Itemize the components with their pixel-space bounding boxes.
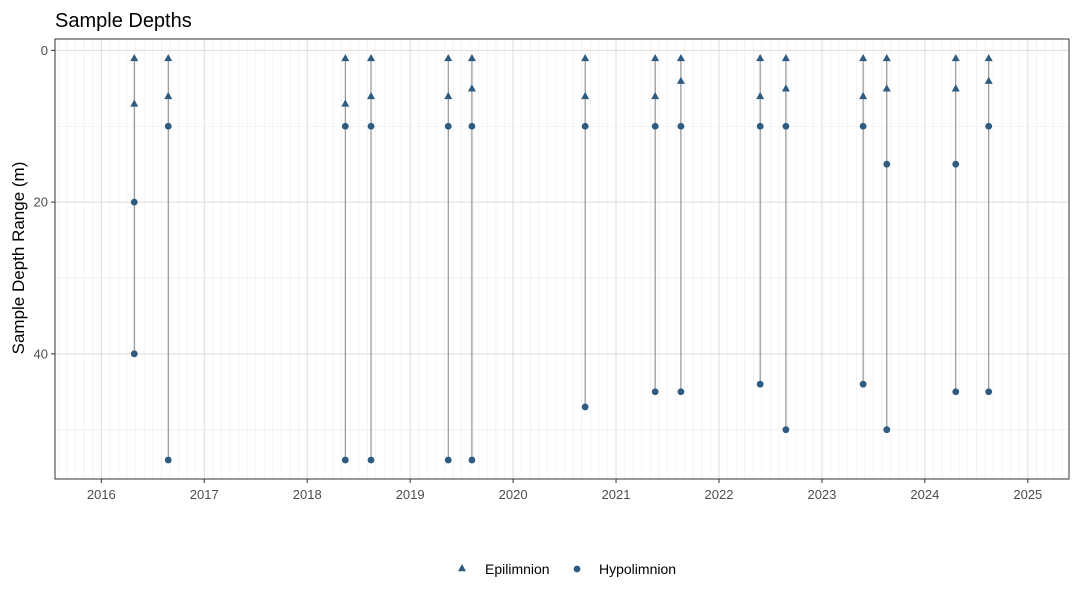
epilimnion-point	[882, 53, 891, 62]
axes: 2016 2017 2018 2019 2020 2021 2022 2023 2024 2025…	[34, 43, 1043, 502]
panel-border	[54, 38, 1070, 480]
x-tick-label: 2025	[1013, 487, 1042, 502]
epilimnion-point	[164, 53, 173, 62]
hypolimnion-point	[756, 122, 764, 130]
y-axis-label: Sample Depth Range (m)	[9, 162, 28, 355]
legend-label-epilimnion: Epilimnion	[485, 561, 550, 577]
hypolimnion-point	[581, 122, 589, 130]
epilimnion-point	[581, 91, 590, 100]
hypolimnion-point	[756, 380, 764, 388]
epilimnion-point	[341, 99, 350, 107]
hypolimnion-point	[164, 456, 172, 464]
hypolimnion-point	[164, 122, 172, 130]
hypolimnion-point	[859, 122, 867, 130]
epilimnion-point	[444, 91, 453, 100]
x-tick-label: 2020	[499, 487, 528, 502]
x-tick-label: 2023	[807, 487, 836, 502]
hypolimnion-point	[677, 122, 685, 130]
x-tick-label: 2022	[705, 487, 734, 502]
legend-key-hypolimnion	[573, 565, 581, 573]
hypolimnion-point	[341, 122, 349, 130]
epilimnion-point	[859, 53, 868, 62]
epilimnion-point	[676, 76, 685, 84]
x-tick-label: 2018	[293, 487, 322, 502]
hypolimnion-point	[367, 456, 375, 464]
epilimnion-point	[367, 91, 376, 100]
epilimnion-point	[367, 53, 376, 62]
hypolimnion-point	[883, 426, 891, 434]
legend-key-epilimnion	[458, 564, 466, 572]
hypolimnion-point	[952, 388, 960, 396]
hypolimnion-point	[468, 122, 476, 130]
hypolimnion-point	[651, 122, 659, 130]
hypolimnion-point	[985, 388, 993, 396]
epilimnion-point	[882, 84, 891, 92]
epilimnion-point	[651, 53, 660, 62]
hypolimnion-point	[341, 456, 349, 464]
legend-label-hypolimnion: Hypolimnion	[599, 561, 676, 577]
legend: Epilimnion Hypolimnion	[458, 561, 676, 577]
epilimnion-point	[951, 53, 960, 62]
epilimnion-point	[951, 84, 960, 92]
x-tick-label: 2016	[87, 487, 116, 502]
epilimnion-point	[781, 53, 790, 62]
epilimnion-point	[756, 53, 765, 62]
epilimnion-point	[581, 53, 590, 62]
hypolimnion-point	[468, 456, 476, 464]
x-tick-label: 2017	[190, 487, 219, 502]
epilimnion-point	[984, 53, 993, 62]
grid	[55, 39, 1069, 479]
data-points	[130, 53, 993, 464]
y-tick-label: 20	[34, 195, 48, 210]
epilimnion-point	[467, 53, 476, 62]
epilimnion-point	[781, 84, 790, 92]
epilimnion-point	[651, 91, 660, 100]
y-tick-label: 40	[34, 346, 48, 361]
x-tick-label: 2024	[910, 487, 939, 502]
y-tick-label: 0	[41, 43, 48, 58]
hypolimnion-point	[444, 456, 452, 464]
epilimnion-point	[164, 91, 173, 100]
epilimnion-point	[130, 53, 139, 62]
hypolimnion-point	[651, 388, 659, 396]
hypolimnion-point	[677, 388, 685, 396]
epilimnion-point	[444, 53, 453, 62]
epilimnion-point	[676, 53, 685, 62]
epilimnion-point	[130, 99, 139, 107]
hypolimnion-point	[859, 380, 867, 388]
hypolimnion-point	[581, 403, 589, 411]
epilimnion-point	[467, 84, 476, 92]
hypolimnion-point	[367, 122, 375, 130]
hypolimnion-point	[130, 350, 138, 358]
range-segments	[133, 57, 990, 461]
hypolimnion-point	[883, 160, 891, 168]
hypolimnion-point	[130, 198, 138, 206]
hypolimnion-point	[444, 122, 452, 130]
hypolimnion-point	[985, 122, 993, 130]
epilimnion-point	[341, 53, 350, 62]
chart-title: Sample Depths	[55, 10, 192, 32]
x-tick-label: 2021	[602, 487, 631, 502]
x-tick-label: 2019	[396, 487, 425, 502]
hypolimnion-point	[952, 160, 960, 168]
epilimnion-point	[756, 91, 765, 100]
epilimnion-point	[984, 76, 993, 84]
hypolimnion-point	[782, 122, 790, 130]
hypolimnion-point	[782, 426, 790, 434]
epilimnion-point	[859, 91, 868, 100]
